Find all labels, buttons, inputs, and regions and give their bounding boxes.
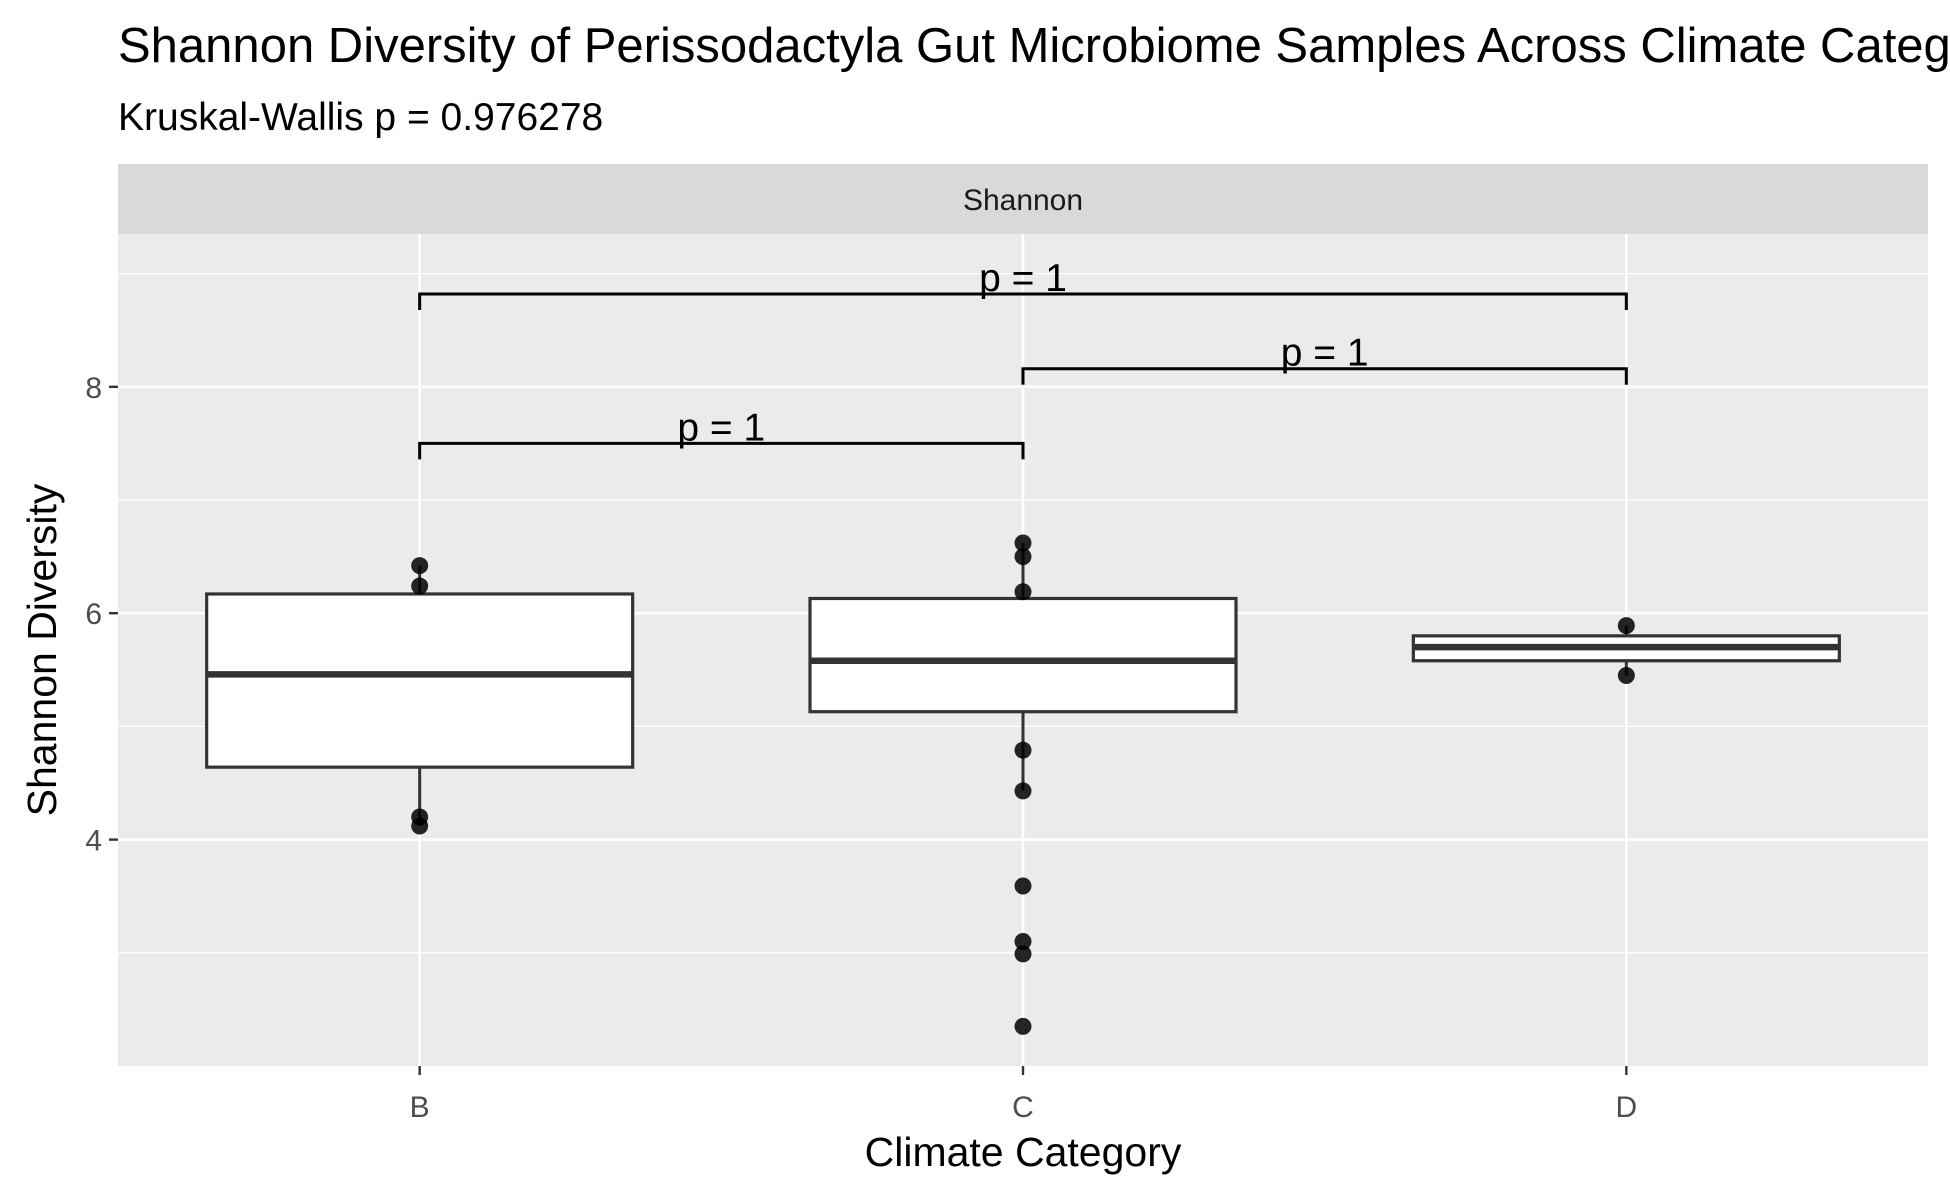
y-axis-title: Shannon Diversity — [19, 483, 65, 816]
data-points — [411, 534, 1635, 1035]
x-axis-title: Climate Category — [865, 1129, 1182, 1175]
data-point — [411, 557, 429, 575]
box-B — [205, 565, 635, 827]
bracket-p-value: p = 1 — [1281, 332, 1369, 375]
comparison-brackets: p = 1 p = 1 p = 1 — [418, 257, 1628, 460]
data-point — [1014, 945, 1032, 963]
y-axis: 4 6 8 — [85, 372, 118, 858]
data-point — [1617, 666, 1635, 684]
facet-strip-label: Shannon — [963, 184, 1083, 217]
bracket-line — [418, 441, 1025, 460]
bracket-B-C: p = 1 — [418, 406, 1025, 460]
chart-subtitle: Kruskal-Wallis p = 0.976278 — [118, 96, 603, 139]
bracket-p-value: p = 1 — [979, 257, 1067, 300]
data-point — [1014, 583, 1032, 601]
box-C — [808, 543, 1238, 791]
data-point — [1014, 877, 1032, 895]
box-D — [1411, 625, 1841, 676]
data-point — [1014, 534, 1032, 552]
box-plots — [205, 543, 1841, 827]
y-tick-label: 6 — [85, 598, 102, 631]
chart-title: Shannon Diversity of Perissodactyla Gut … — [118, 19, 1950, 73]
bracket-p-value: p = 1 — [677, 406, 765, 449]
data-point — [411, 817, 429, 835]
y-tick-label: 4 — [85, 825, 102, 858]
box-iqr — [205, 592, 635, 769]
data-point — [1014, 741, 1032, 759]
data-point — [1617, 617, 1635, 635]
box-iqr — [808, 596, 1238, 714]
bracket-B-D: p = 1 — [418, 257, 1628, 310]
data-point — [1014, 782, 1032, 800]
x-tick-label: B — [410, 1091, 430, 1124]
bracket-line — [1021, 367, 1628, 385]
data-point — [1014, 1017, 1032, 1035]
facet-strip — [118, 164, 1928, 234]
data-point — [1014, 932, 1032, 950]
x-tick-label: C — [1012, 1091, 1034, 1124]
bracket-C-D: p = 1 — [1021, 332, 1628, 385]
bracket-line — [418, 292, 1628, 310]
x-tick-label: D — [1615, 1091, 1637, 1124]
y-tick-label: 8 — [85, 372, 102, 405]
data-point — [411, 577, 429, 595]
x-axis: B C D — [410, 1066, 1637, 1124]
data-point — [1014, 548, 1032, 566]
